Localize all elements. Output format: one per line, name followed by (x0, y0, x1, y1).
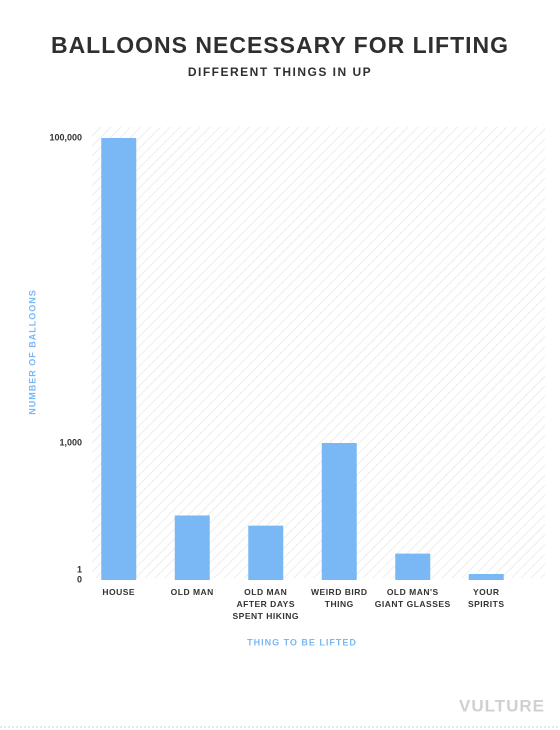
y-axis-label: NUMBER OF BALLOONS (27, 289, 37, 415)
y-tick-label: 1,000 (59, 437, 82, 447)
bar (395, 553, 431, 580)
bar (321, 443, 357, 580)
x-tick-label: OLD MAN (170, 587, 214, 597)
y-tick-label: 0 (77, 574, 82, 584)
bar (101, 138, 137, 580)
y-tick-label: 1 (77, 564, 82, 574)
bar (248, 525, 284, 580)
y-tick-label: 100,000 (49, 132, 82, 142)
chart-title: BALLOONS NECESSARY FOR LIFTING (51, 32, 509, 58)
x-tick-label: YOUR SPIRITS (467, 587, 505, 609)
bar (174, 515, 210, 580)
x-tick-label: WEIRD BIRD THING (311, 587, 368, 609)
plot-background (92, 127, 545, 578)
bar (468, 574, 504, 580)
x-tick-label: HOUSE (102, 587, 136, 597)
x-tick-label: OLD MAN AFTER DAYS SPENT HIKING (232, 587, 299, 621)
chart-subtitle: DIFFERENT THINGS IN UP (188, 65, 372, 79)
brand: VULTURE (459, 696, 545, 715)
x-axis-label: THING TO BE LIFTED (247, 637, 357, 647)
x-tick-label: OLD MAN'S GIANT GLASSES (374, 587, 451, 609)
